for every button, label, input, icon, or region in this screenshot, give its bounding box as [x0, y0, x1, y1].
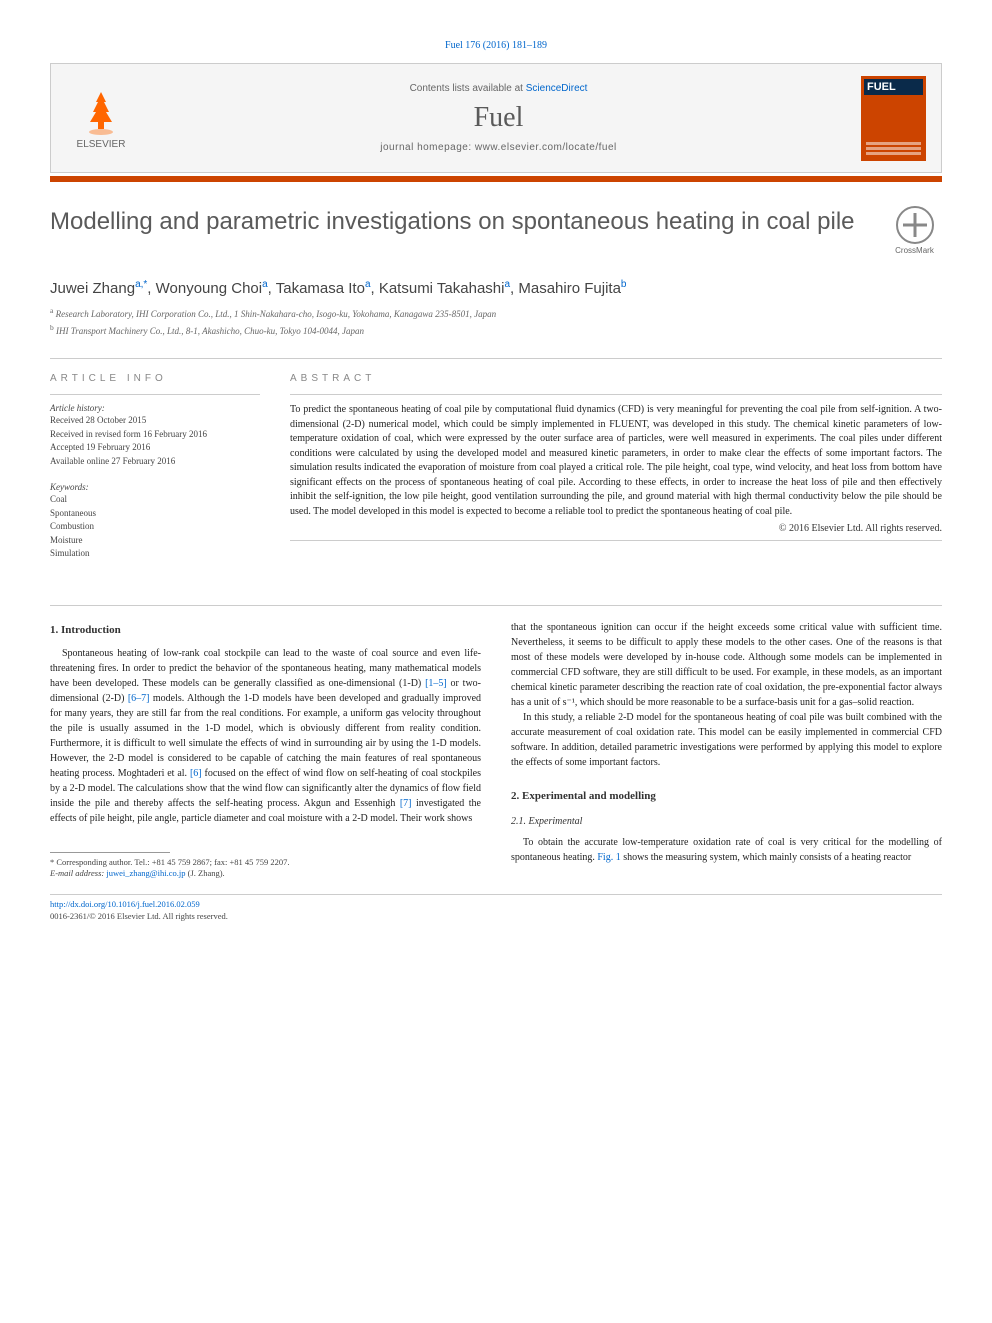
footnote-separator — [50, 852, 170, 853]
keyword-item: Coal — [50, 493, 260, 507]
history-label: Article history: — [50, 403, 260, 413]
doi-link[interactable]: http://dx.doi.org/10.1016/j.fuel.2016.02… — [50, 899, 200, 909]
journal-homepage: journal homepage: www.elsevier.com/locat… — [136, 142, 861, 153]
page-root: Fuel 176 (2016) 181–189 ELSEVIER Content… — [0, 0, 992, 963]
author-list: Juwei Zhanga,*, Wonyoung Choia, Takamasa… — [50, 279, 942, 297]
article-info: ARTICLE INFO Article history: Received 2… — [50, 373, 260, 575]
elsevier-logo[interactable]: ELSEVIER — [66, 76, 136, 161]
intro-paragraph: Spontaneous heating of low-rank coal sto… — [50, 646, 481, 826]
history-item: Received 28 October 2015 — [50, 414, 260, 428]
subsection-2-1: 2.1. Experimental — [511, 816, 942, 827]
body-columns: 1. Introduction Spontaneous heating of l… — [50, 620, 942, 881]
keywords-block: Keywords: CoalSpontaneousCombustionMoist… — [50, 482, 260, 561]
contents-prefix: Contents lists available at — [410, 83, 526, 94]
keywords-label: Keywords: — [50, 482, 260, 492]
info-heading: ARTICLE INFO — [50, 373, 260, 384]
crossmark-icon — [896, 206, 934, 244]
history-item: Accepted 19 February 2016 — [50, 441, 260, 455]
divider-2 — [50, 605, 942, 606]
affiliations: a Research Laboratory, IHI Corporation C… — [50, 305, 942, 338]
exp-paragraph: To obtain the accurate low-temperature o… — [511, 835, 942, 865]
homepage-label: journal homepage: — [380, 142, 475, 153]
keyword-item: Spontaneous — [50, 507, 260, 521]
ref-link[interactable]: [6] — [190, 768, 202, 779]
fig-link[interactable]: Fig. 1 — [597, 852, 620, 863]
intro-paragraph-cont: that the spontaneous ignition can occur … — [511, 620, 942, 770]
keyword-item: Combustion — [50, 520, 260, 534]
section-2-heading: 2. Experimental and modelling — [511, 790, 942, 802]
history-item: Received in revised form 16 February 201… — [50, 428, 260, 442]
doi-line: http://dx.doi.org/10.1016/j.fuel.2016.02… — [50, 899, 942, 911]
keyword-item: Simulation — [50, 547, 260, 561]
history-item: Available online 27 February 2016 — [50, 455, 260, 469]
journal-name: Fuel — [136, 102, 861, 134]
copyright: © 2016 Elsevier Ltd. All rights reserved… — [290, 523, 942, 534]
abstract: ABSTRACT To predict the spontaneous heat… — [290, 373, 942, 575]
contents-line: Contents lists available at ScienceDirec… — [136, 83, 861, 94]
crossmark-badge[interactable]: CrossMark — [887, 206, 942, 261]
corresponding-author: * Corresponding author. Tel.: +81 45 759… — [50, 857, 481, 881]
journal-cover[interactable]: FUEL — [861, 76, 926, 161]
ref-link[interactable]: [7] — [400, 798, 412, 809]
header-center: Contents lists available at ScienceDirec… — [136, 83, 861, 153]
issn-line: 0016-2361/© 2016 Elsevier Ltd. All right… — [50, 911, 942, 923]
journal-header: ELSEVIER Contents lists available at Sci… — [50, 63, 942, 173]
elsevier-tree-icon — [76, 87, 126, 137]
info-abstract-row: ARTICLE INFO Article history: Received 2… — [50, 373, 942, 575]
article-history: Article history: Received 28 October 201… — [50, 403, 260, 468]
cover-title: FUEL — [864, 79, 923, 95]
corr-line: * Corresponding author. Tel.: +81 45 759… — [50, 857, 481, 869]
title-row: Modelling and parametric investigations … — [50, 206, 942, 261]
email-line: E-mail address: juwei_zhang@ihi.co.jp (J… — [50, 868, 481, 880]
top-citation: Fuel 176 (2016) 181–189 — [50, 40, 942, 51]
section-1-heading: 1. Introduction — [50, 624, 481, 636]
article-title: Modelling and parametric investigations … — [50, 206, 867, 237]
email-link[interactable]: juwei_zhang@ihi.co.jp — [106, 868, 185, 878]
column-right: that the spontaneous ignition can occur … — [511, 620, 942, 881]
abstract-text: To predict the spontaneous heating of co… — [290, 403, 942, 519]
footer-separator — [50, 894, 942, 895]
column-left: 1. Introduction Spontaneous heating of l… — [50, 620, 481, 881]
divider — [50, 358, 942, 359]
keyword-item: Moisture — [50, 534, 260, 548]
crossmark-label: CrossMark — [895, 246, 934, 255]
cover-body — [864, 95, 923, 158]
sciencedirect-link[interactable]: ScienceDirect — [526, 83, 588, 94]
ref-link[interactable]: [6–7] — [128, 693, 150, 704]
homepage-url[interactable]: www.elsevier.com/locate/fuel — [475, 142, 617, 153]
abstract-heading: ABSTRACT — [290, 373, 942, 384]
elsevier-label: ELSEVIER — [77, 139, 126, 150]
accent-bar — [50, 176, 942, 182]
ref-link[interactable]: [1–5] — [425, 678, 447, 689]
